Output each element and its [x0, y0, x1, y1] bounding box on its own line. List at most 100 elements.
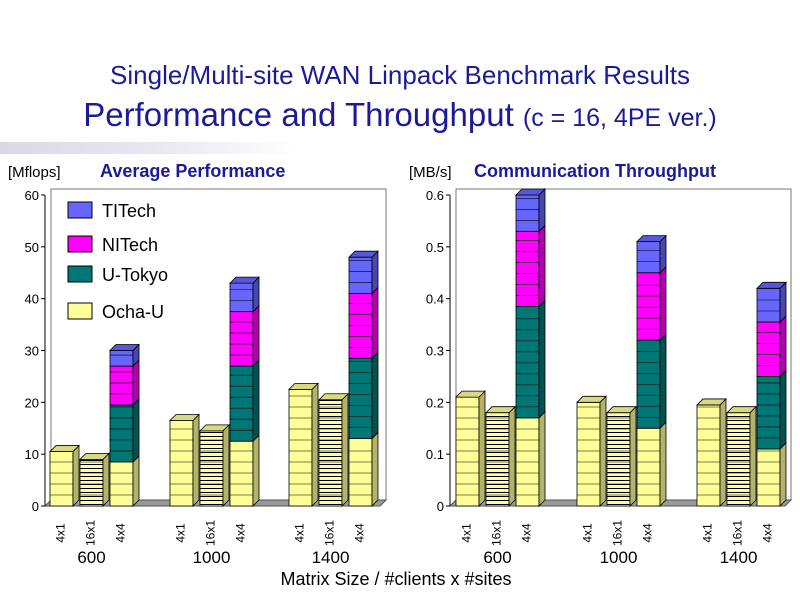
category-label: 16x1 [731, 520, 745, 546]
bar-segment-ocha-u-600-16x1 [79, 452, 110, 507]
y-tick-label: 40 [25, 292, 39, 307]
category-label: 4x1 [581, 523, 595, 543]
bar-segment-ocha-u-1000-16x1 [606, 405, 637, 507]
category-label: 16x1 [490, 520, 504, 546]
bar-top-1400-4x1 [696, 398, 727, 406]
category-label: 4x4 [761, 523, 775, 543]
y-axis-unit: [Mflops] [8, 164, 61, 181]
bar-segment-ocha-u-1400-4x1 [288, 382, 319, 507]
y-tick-label: 0.3 [426, 344, 444, 359]
category-label: 16x1 [204, 520, 218, 546]
x-axis-label: Matrix Size / #clients x #sites [280, 569, 511, 589]
category-label: 4x1 [54, 523, 68, 543]
bar-segment-nitech-600-4x4 [515, 224, 546, 308]
y-tick-label: 0 [32, 499, 39, 514]
bar-top-1000-4x1 [169, 414, 200, 421]
category-label: 16x1 [611, 520, 625, 546]
title-line-2: Performance and Throughput (c = 16, 4PE … [0, 96, 800, 134]
category-label: 16x1 [84, 520, 98, 546]
panel-title: Average Performance [100, 161, 285, 181]
bar-top-1400-4x4 [756, 281, 787, 289]
legend-swatch [67, 302, 93, 320]
y-tick-label: 0.6 [426, 188, 444, 203]
bar-segment-ocha-u-1000-4x1 [169, 413, 200, 507]
group-label-1400: 1400 [720, 548, 758, 567]
y-tick-label: 0 [437, 499, 444, 514]
bar-segment-nitech-1000-4x4 [636, 265, 667, 342]
bar-top-1000-16x1 [199, 424, 230, 432]
category-label: 4x1 [293, 523, 307, 543]
legend-label: Ocha-U [102, 302, 164, 322]
bar-top-600-16x1 [79, 452, 110, 460]
bar-segment-ocha-u-1000-4x4 [229, 434, 260, 507]
bar-top-600-4x4 [109, 344, 140, 351]
legend-item-titech: TITech [67, 201, 156, 221]
category-label: 4x1 [701, 523, 715, 543]
bar-segment-ocha-u-1000-16x1 [199, 423, 230, 507]
panel-title: Communication Throughput [474, 161, 716, 181]
bar-segment-ocha-u-1400-16x1 [318, 392, 349, 507]
bar-segment-u-tokyo-1000-4x4 [636, 333, 667, 430]
bar-segment-nitech-1000-4x4 [229, 304, 260, 368]
category-label: 4x4 [234, 523, 248, 543]
category-label: 16x1 [323, 520, 337, 546]
bar-segment-titech-600-4x4 [109, 343, 140, 368]
bar-top-1400-4x4 [348, 250, 379, 258]
title-line-2-sub: (c = 16, 4PE ver.) [522, 104, 717, 132]
bar-segment-ocha-u-600-4x4 [109, 454, 140, 507]
bar-segment-u-tokyo-1400-4x4 [348, 351, 379, 440]
y-tick-label: 0.2 [426, 395, 444, 410]
title-underline-bar [0, 142, 300, 154]
group-label-600: 600 [483, 548, 511, 567]
legend-item-ocha-u: Ocha-U [67, 302, 164, 322]
bar-segment-ocha-u-1000-4x4 [636, 421, 667, 507]
category-label: 4x4 [520, 523, 534, 543]
bar-segment-u-tokyo-1400-4x4 [756, 369, 787, 450]
y-tick-label: 20 [25, 395, 39, 410]
y-tick-label: 30 [25, 344, 39, 359]
bar-segment-u-tokyo-1000-4x4 [229, 359, 260, 443]
legend-swatch [67, 235, 93, 253]
title-line-1: Single/Multi-site WAN Linpack Benchmark … [110, 60, 690, 90]
legend: TITech NITech U-Tokyo Ocha-U [67, 201, 168, 322]
category-label: 4x1 [460, 523, 474, 543]
bar-segment-nitech-600-4x4 [109, 359, 140, 406]
bar-top-1000-4x4 [229, 276, 260, 284]
bar-segment-ocha-u-1400-4x4 [348, 431, 379, 507]
bar-top-1400-4x1 [288, 382, 319, 390]
y-tick-label: 0.5 [426, 240, 444, 255]
bar-top-1000-4x1 [576, 395, 607, 403]
bar-top-600-4x1 [49, 445, 80, 452]
legend-swatch [67, 201, 93, 219]
bar-segment-titech-1400-4x4 [348, 250, 379, 295]
communication-throughput-chart: 0 0.1 0.2 0.3 0.4 0.5 0.6 [MB/s] Communication T… [409, 161, 793, 567]
bar-top-600-4x4 [515, 188, 546, 196]
bar-top-1000-16x1 [606, 406, 637, 414]
y-tick-label: 60 [25, 188, 39, 203]
bar-top-1400-16x1 [726, 406, 757, 414]
bar-segment-ocha-u-1400-4x1 [696, 397, 727, 507]
bar-segment-ocha-u-600-4x1 [49, 444, 80, 507]
bar-segment-ocha-u-1000-4x1 [576, 395, 607, 507]
bar-segment-titech-1000-4x4 [229, 276, 260, 313]
average-performance-chart: 0 10 20 30 40 50 60 [Mflops] Average Performance… [8, 161, 388, 567]
bar-segment-titech-1400-4x4 [756, 281, 787, 323]
bar-top-1000-4x4 [636, 235, 667, 243]
y-tick-label: 50 [25, 240, 39, 255]
y-tick-label: 10 [25, 447, 39, 462]
group-label-600: 600 [77, 548, 105, 567]
bar-segment-nitech-1400-4x4 [348, 286, 379, 360]
legend-label: TITech [102, 201, 156, 221]
legend-item-u-tokyo: U-Tokyo [67, 265, 168, 285]
bar-segment-u-tokyo-600-4x4 [515, 299, 546, 419]
bar-segment-ocha-u-600-16x1 [485, 405, 516, 507]
category-label: 4x4 [641, 523, 655, 543]
bar-segment-ocha-u-600-4x4 [515, 410, 546, 507]
category-label: 4x4 [353, 523, 367, 543]
legend-label: U-Tokyo [102, 265, 168, 285]
y-tick-label: 0.1 [426, 447, 444, 462]
bar-segment-titech-600-4x4 [515, 188, 546, 233]
legend-label: NITech [102, 235, 158, 255]
bar-segment-ocha-u-1400-16x1 [726, 405, 757, 507]
bar-segment-titech-1000-4x4 [636, 234, 667, 274]
